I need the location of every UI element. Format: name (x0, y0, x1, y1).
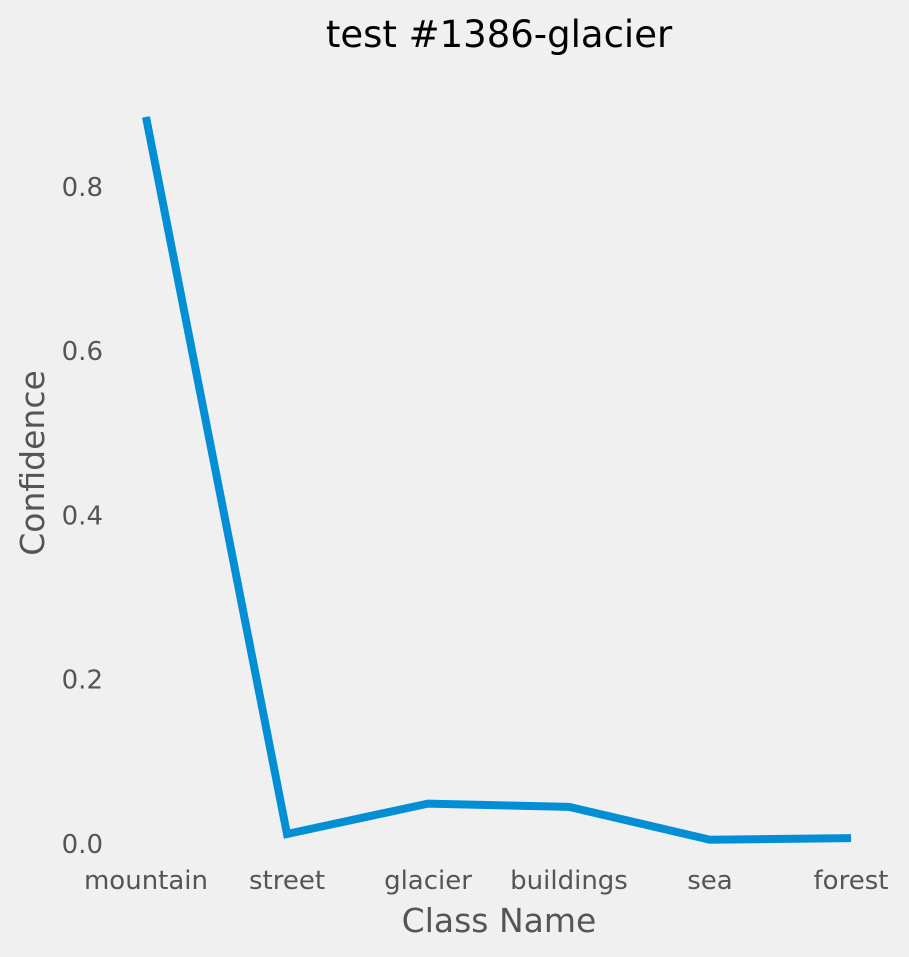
data-point (568, 806, 570, 808)
data-point (427, 803, 429, 805)
series-line (142, 116, 852, 844)
y-tick-label: 0.2 (62, 666, 103, 696)
data-point (286, 833, 288, 835)
chart-title: test #1386-glacier (326, 13, 673, 56)
x-tick-label: street (249, 866, 325, 896)
y-tick-label: 0.4 (62, 501, 103, 531)
y-axis-label: Confidence (13, 370, 52, 556)
data-point (145, 116, 147, 118)
x-axis-ticks: mountain street glacier buildings sea forest (84, 866, 888, 896)
y-tick-label: 0.0 (62, 830, 103, 860)
x-axis-label: Class Name (402, 901, 597, 940)
x-tick-label: forest (814, 866, 889, 896)
x-tick-label: buildings (510, 866, 628, 896)
data-point (709, 839, 711, 841)
series-layer (142, 116, 852, 844)
x-tick-label: glacier (384, 866, 472, 896)
x-tick-label: mountain (84, 866, 208, 896)
data-point (850, 837, 852, 839)
y-tick-label: 0.6 (62, 337, 103, 367)
x-tick-label: sea (687, 866, 732, 896)
y-axis-ticks: 0.0 0.2 0.4 0.6 0.8 (62, 173, 103, 860)
y-tick-label: 0.8 (62, 173, 103, 203)
